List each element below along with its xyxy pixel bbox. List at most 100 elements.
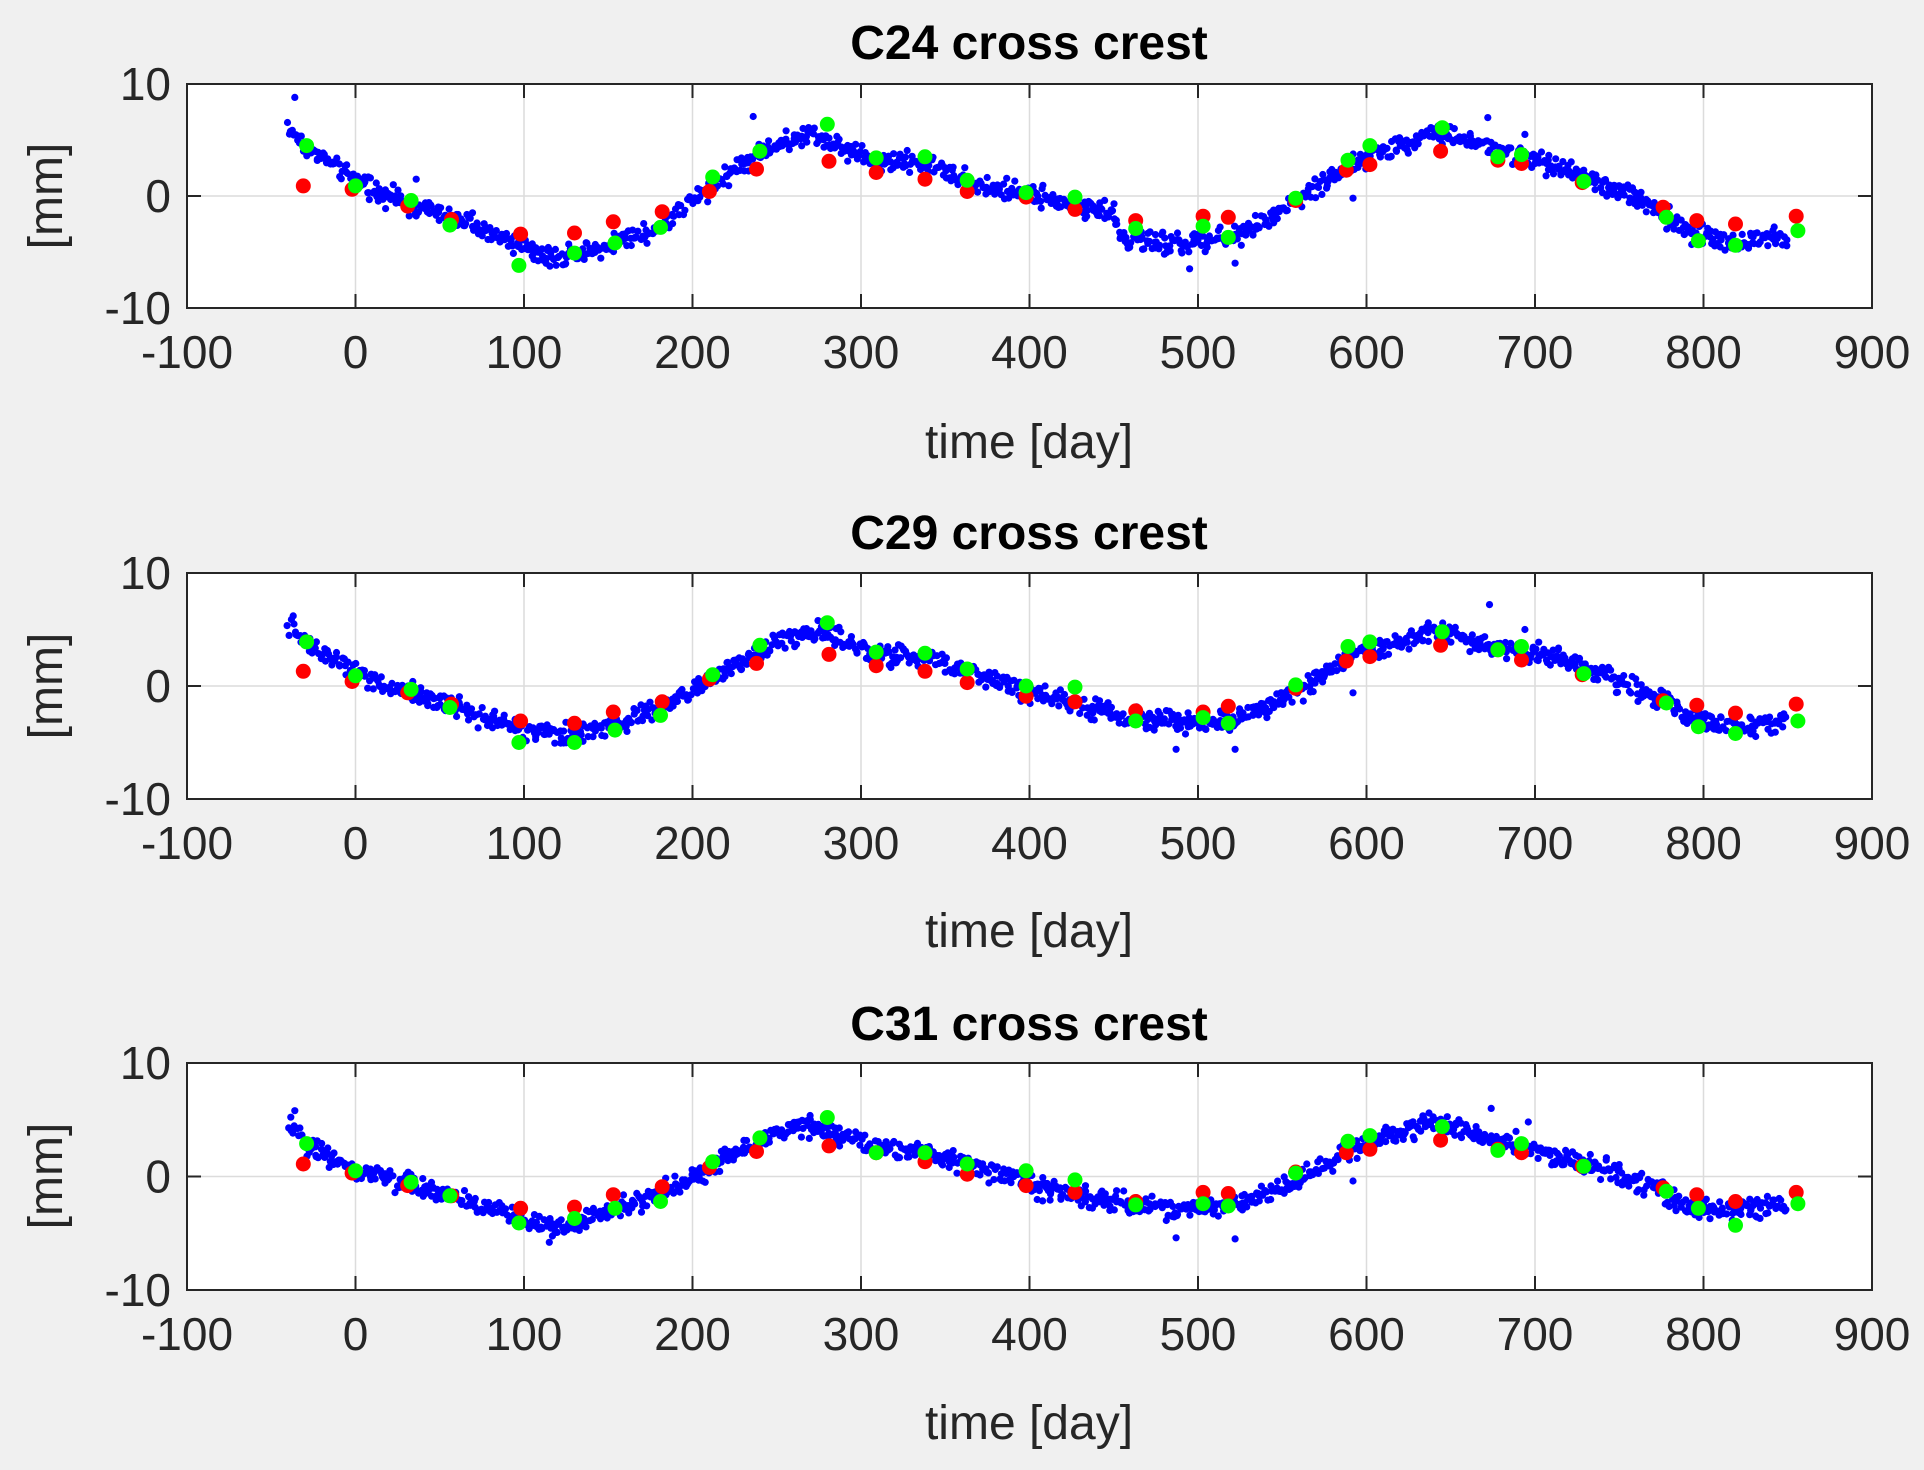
blue-point [542, 254, 550, 263]
green-point [1067, 679, 1083, 695]
x-tick-label: 400 [991, 817, 1068, 869]
blue-point [1545, 151, 1553, 159]
green-point [959, 172, 975, 188]
green-point [1340, 152, 1356, 168]
blue-point [1055, 702, 1063, 710]
x-tick-label: 900 [1834, 326, 1911, 378]
green-point [1434, 120, 1450, 136]
green-point [819, 116, 835, 132]
blue-point [678, 685, 686, 694]
blue-point [1675, 705, 1684, 713]
blue-point [1450, 125, 1458, 133]
blue-point [289, 612, 297, 620]
blue-point [1095, 697, 1104, 705]
x-tick-label: 700 [1497, 1308, 1574, 1360]
blue-point [954, 181, 962, 189]
blue-point [1097, 204, 1105, 212]
blue-point [491, 707, 499, 715]
blue-point [597, 254, 605, 262]
blue-point [1720, 231, 1728, 239]
blue-point [1048, 700, 1056, 708]
blue-point [1119, 710, 1127, 718]
blue-point [1299, 697, 1307, 705]
blue-point [1156, 710, 1164, 719]
blue-point [391, 1189, 399, 1197]
blue-point [337, 175, 345, 183]
blue-point [1231, 259, 1239, 267]
blue-point [1729, 231, 1737, 239]
blue-point [1702, 1196, 1710, 1204]
blue-point [1037, 197, 1045, 205]
blue-point [939, 1161, 947, 1169]
blue-point [1387, 152, 1395, 160]
blue-point [1083, 212, 1091, 220]
x-tick-label: -100 [141, 326, 233, 378]
red-point [1788, 208, 1804, 224]
blue-point [437, 204, 445, 212]
blue-point [1717, 713, 1725, 722]
blue-point [1041, 682, 1049, 690]
chart-title: C24 cross crest [850, 17, 1208, 70]
x-tick-label: 0 [343, 817, 369, 869]
blue-point [1059, 1191, 1067, 1199]
blue-point [1151, 231, 1160, 239]
blue-point [366, 174, 374, 182]
blue-point [436, 700, 444, 709]
green-point [1067, 1172, 1083, 1188]
x-tick-label: 600 [1328, 326, 1405, 378]
green-point [1220, 715, 1236, 731]
green-series [299, 116, 1806, 273]
blue-point [1770, 1196, 1778, 1204]
blue-point [311, 644, 319, 652]
blue-point [782, 127, 790, 135]
blue-point [1753, 229, 1761, 237]
red-point [1362, 157, 1378, 173]
x-tick-label: 700 [1497, 326, 1574, 378]
blue-point [1620, 191, 1628, 199]
blue-point [634, 227, 642, 235]
blue-point [532, 735, 540, 744]
blue-point [1110, 200, 1118, 208]
blue-point [1331, 168, 1340, 176]
blue-point [737, 666, 745, 674]
blue-point [1487, 1104, 1495, 1112]
green-point [917, 1145, 933, 1161]
blue-point [1349, 689, 1357, 697]
blue-point [1090, 716, 1098, 724]
green-point [917, 149, 933, 165]
blue-point [1049, 191, 1057, 199]
blue-point [1650, 199, 1658, 207]
green-point [607, 235, 623, 251]
blue-point [332, 648, 341, 657]
blue-point [1457, 1134, 1466, 1142]
blue-point [417, 688, 425, 696]
blue-point [891, 646, 899, 654]
blue-point [638, 717, 647, 725]
blue-point [1140, 245, 1148, 253]
green-point [511, 735, 527, 750]
green-point [299, 1136, 315, 1152]
blue-point [1320, 673, 1328, 681]
red-point [295, 1156, 311, 1172]
blue-point [1383, 144, 1391, 152]
green-point [348, 668, 363, 684]
blue-point [397, 192, 405, 200]
blue-point [369, 685, 377, 693]
y-tick-label: 10 [120, 58, 171, 110]
green-point [1690, 233, 1706, 249]
blue-point [995, 185, 1004, 193]
green-point [1790, 1196, 1806, 1212]
blue-point [1447, 638, 1455, 646]
blue-point [623, 727, 631, 736]
blue-point [372, 179, 380, 187]
blue-point [589, 733, 597, 741]
red-point [605, 214, 621, 230]
blue-point [1552, 155, 1560, 163]
x-axis-label: time [day] [925, 1397, 1133, 1450]
x-tick-label: 100 [486, 817, 563, 869]
x-tick-label: 500 [1160, 1308, 1237, 1360]
blue-point [610, 229, 618, 237]
blue-point [371, 1175, 379, 1183]
red-point [1220, 1186, 1236, 1201]
